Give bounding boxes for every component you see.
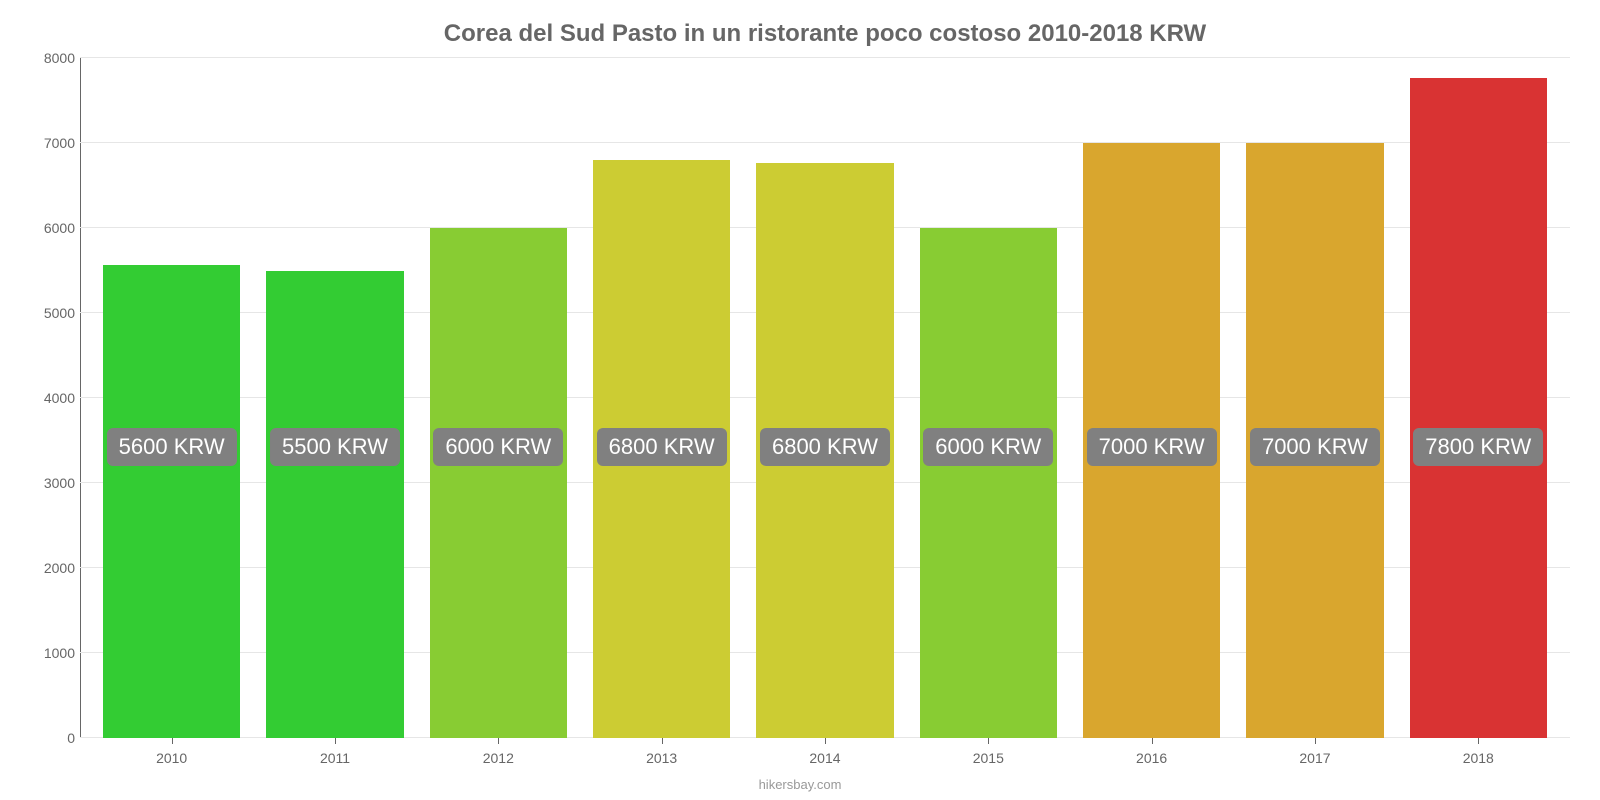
plot-area: 010002000300040005000600070008000 5600 K… — [80, 58, 1570, 738]
x-tick-mark — [825, 738, 826, 744]
value-badge: 7000 KRW — [1087, 428, 1217, 466]
x-tick-label: 2012 — [417, 750, 580, 766]
x-tick-label: 2018 — [1397, 750, 1560, 766]
y-tick-label: 2000 — [20, 560, 75, 576]
y-tick-label: 4000 — [20, 390, 75, 406]
bar-slot: 6800 KRW — [580, 58, 743, 738]
y-tick-label: 3000 — [20, 475, 75, 491]
value-badge: 6000 KRW — [433, 428, 563, 466]
x-tick-mark — [172, 738, 173, 744]
x-tick-mark — [498, 738, 499, 744]
x-axis: 201020112012201320142015201620172018 — [80, 750, 1570, 766]
value-badge: 5500 KRW — [270, 428, 400, 466]
x-tick-label: 2017 — [1233, 750, 1396, 766]
chart-container: Corea del Sud Pasto in un ristorante poc… — [0, 0, 1600, 800]
y-tick-label: 6000 — [20, 220, 75, 236]
value-badge: 6800 KRW — [597, 428, 727, 466]
bars-group: 5600 KRW 5500 KRW 6000 KRW 6800 KRW 6800 KRW… — [80, 58, 1570, 738]
y-tick-label: 5000 — [20, 305, 75, 321]
value-badge: 5600 KRW — [107, 428, 237, 466]
bar-slot: 5600 KRW — [90, 58, 253, 738]
x-tick-label: 2010 — [90, 750, 253, 766]
bar-slot: 6000 KRW — [907, 58, 1070, 738]
x-tick-mark — [988, 738, 989, 744]
bar-slot: 7000 KRW — [1233, 58, 1396, 738]
x-tick-mark — [1152, 738, 1153, 744]
bar-slot: 6800 KRW — [743, 58, 906, 738]
bar — [266, 271, 403, 739]
source-label: hikersbay.com — [0, 777, 1600, 792]
chart-title: Corea del Sud Pasto in un ristorante poc… — [80, 20, 1570, 48]
bar — [1410, 78, 1547, 738]
y-tick-label: 8000 — [20, 50, 75, 66]
y-axis: 010002000300040005000600070008000 — [20, 58, 75, 738]
value-badge: 7000 KRW — [1250, 428, 1380, 466]
x-tick-mark — [662, 738, 663, 744]
bar-slot: 7000 KRW — [1070, 58, 1233, 738]
y-tick-label: 7000 — [20, 135, 75, 151]
x-tick-mark — [1478, 738, 1479, 744]
value-badge: 6000 KRW — [923, 428, 1053, 466]
bar-slot: 6000 KRW — [417, 58, 580, 738]
x-tick-label: 2011 — [253, 750, 416, 766]
x-tick-label: 2014 — [743, 750, 906, 766]
value-badge: 7800 KRW — [1413, 428, 1543, 466]
x-tick-label: 2013 — [580, 750, 743, 766]
bar-slot: 7800 KRW — [1397, 58, 1560, 738]
y-tick-label: 0 — [20, 730, 75, 746]
x-tick-mark — [1315, 738, 1316, 744]
bar-slot: 5500 KRW — [253, 58, 416, 738]
bar — [920, 228, 1057, 738]
x-tick-label: 2016 — [1070, 750, 1233, 766]
value-badge: 6800 KRW — [760, 428, 890, 466]
bar — [430, 228, 567, 738]
y-tick-label: 1000 — [20, 645, 75, 661]
bar — [103, 265, 240, 738]
x-tick-label: 2015 — [907, 750, 1070, 766]
x-tick-mark — [335, 738, 336, 744]
